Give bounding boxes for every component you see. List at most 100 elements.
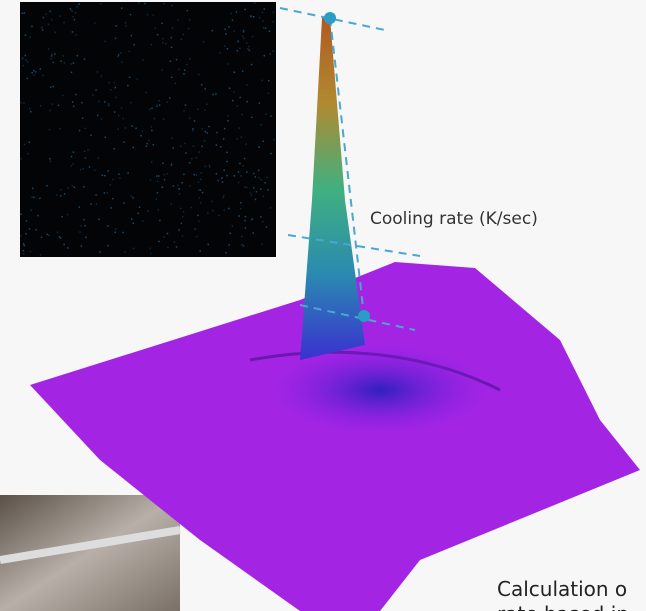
noise-dot [268,93,270,95]
noise-dot [107,225,109,227]
noise-dot [20,213,22,215]
noise-dot [244,186,246,188]
noise-dot [98,101,100,103]
noise-dot [29,36,31,38]
noise-dot [254,2,256,4]
noise-dot [23,253,25,255]
noise-dot [222,197,224,199]
noise-dot [89,166,91,168]
noise-dot [58,105,60,107]
noise-dot [266,177,268,179]
noise-dot [171,37,173,39]
noise-dot [242,165,244,167]
noise-dot [178,188,180,190]
noise-dot [123,118,125,120]
noise-dot [240,175,242,177]
noise-dot [40,105,42,107]
noise-dot [56,194,58,196]
noise-dot [183,34,185,36]
noise-dot [198,221,200,223]
noise-dot [79,231,81,233]
noise-dot [49,110,51,112]
noise-dot [115,97,117,99]
noise-dot [118,54,120,56]
noise-dot [264,8,266,10]
noise-dot [49,158,51,160]
noise-dot [246,84,248,86]
noise-dot [272,21,274,23]
noise-dot [153,144,155,146]
noise-dot [41,237,43,239]
noise-dot [135,128,137,130]
noise-dot [232,225,234,227]
noise-dot [104,101,106,103]
noise-dot [209,166,211,168]
noise-dot [142,130,144,132]
noise-dot [204,140,206,142]
noise-dot [72,31,74,32]
noise-dot [244,158,246,160]
noise-dot [60,195,62,197]
noise-dot [156,105,158,107]
noise-dot [151,126,153,128]
noise-dot [170,203,172,205]
noise-dot [258,170,260,172]
noise-dot [112,198,114,200]
noise-dot [127,85,129,87]
noise-dot [172,147,174,149]
noise-dot [200,189,202,191]
noise-dot [258,177,260,179]
noise-dot [246,101,248,103]
noise-dot [142,59,144,61]
noise-dot [269,53,271,55]
noise-dot [92,94,94,96]
noise-dot [177,185,179,187]
noise-dot [206,104,208,106]
noise-dot [104,175,106,177]
noise-dot [250,192,252,194]
noise-dot [54,53,56,55]
noise-dot [198,151,200,153]
noise-dot [124,251,126,253]
noise-dot [174,241,176,243]
noise-dot [117,56,119,58]
noise-dot [198,181,200,183]
noise-dot [23,102,25,104]
noise-dot [222,181,224,183]
noise-dot [189,162,191,164]
noise-dot [241,136,243,138]
noise-dot [228,26,230,28]
noise-dot [192,130,194,132]
noise-dot [171,5,173,7]
noise-dot [33,70,35,72]
noise-dot [256,191,258,193]
noise-dot [186,10,188,12]
noise-dot [171,163,173,165]
noise-dot [95,89,97,91]
noise-dot [236,11,238,13]
noise-dot [196,157,198,159]
noise-dot [169,97,171,99]
noise-dot [223,169,225,171]
noise-dot [200,179,202,181]
noise-dot [239,97,241,99]
noise-dot [226,152,228,154]
figure: Cooling rate (K/sec) Calculation o rate … [0,0,646,611]
noise-dot [166,101,168,103]
noise-dot [115,87,117,89]
noise-dot [150,248,152,250]
noise-dot [234,72,236,74]
noise-dot [48,48,50,50]
noise-dot [87,149,89,151]
noise-dot [266,226,268,228]
noise-dot [149,109,151,111]
noise-dot [259,102,261,104]
noise-dot [164,179,166,181]
noise-dot [231,13,233,15]
noise-dot [189,58,191,60]
noise-dot [264,182,266,184]
noise-dot [227,115,229,117]
noise-dot [31,210,33,212]
noise-dot [49,129,51,131]
noise-dot [73,151,75,153]
